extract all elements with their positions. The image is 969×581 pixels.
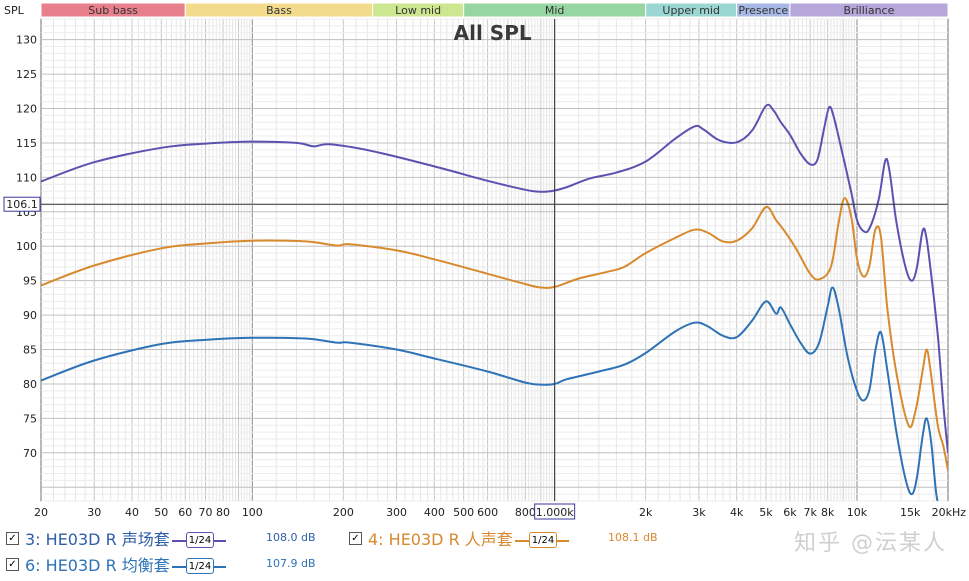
x-tick-600: 600: [477, 506, 498, 519]
x-tick-4k: 4k: [730, 506, 744, 519]
x-tick-8k: 8k: [821, 506, 835, 519]
legend-value-3: 107.9 dB: [266, 557, 316, 570]
y-tick-110: 110: [16, 171, 37, 184]
y-tick-125: 125: [16, 68, 37, 81]
band-label-5: Presence: [738, 4, 788, 17]
x-tick-40: 40: [125, 506, 139, 519]
legend-checkbox-3[interactable]: ✓: [6, 557, 19, 571]
smoothing-badge-3[interactable]: 1/24: [186, 558, 214, 574]
y-tick-75: 75: [23, 412, 37, 425]
legend-label-3: 6: HE03D R 均衡套: [25, 556, 170, 575]
legend-value-2: 108.1 dB: [608, 531, 658, 544]
y-tick-70: 70: [23, 447, 37, 460]
y-tick-85: 85: [23, 344, 37, 357]
x-tick-400: 400: [424, 506, 445, 519]
x-tick-100: 100: [242, 506, 263, 519]
y-tick-115: 115: [16, 137, 37, 150]
legend-label-1: 3: HE03D R 声场套: [25, 530, 170, 549]
x-tick-80: 80: [216, 506, 230, 519]
smoothing-badge-2[interactable]: 1/24: [529, 532, 557, 548]
y-axis-label: SPL: [4, 4, 25, 17]
x-tick-70: 70: [198, 506, 212, 519]
x-tick-20kHz: 20kHz: [932, 506, 967, 519]
band-label-1: Bass: [266, 4, 292, 17]
x-tick-5k: 5k: [759, 506, 773, 519]
band-6: [789, 2, 949, 18]
y-tick-100: 100: [16, 240, 37, 253]
x-tick-2k: 2k: [639, 506, 653, 519]
cursor-x-box: [534, 503, 576, 520]
x-tick-6k: 6k: [783, 506, 797, 519]
series-line-3: [41, 286, 939, 501]
x-tick-3k: 3k: [692, 506, 706, 519]
x-tick-300: 300: [386, 506, 407, 519]
band-label-3: Mid: [545, 4, 565, 17]
legend-item-1[interactable]: ✓ 3: HE03D R 声场套: [6, 528, 170, 549]
cursor-y-label: 106.1: [6, 198, 38, 211]
x-tick-500: 500: [453, 506, 474, 519]
band-label-4: Upper mid: [662, 4, 720, 17]
series-line-1: [41, 103, 948, 453]
chart-title: All SPL: [454, 21, 532, 45]
x-tick-200: 200: [333, 506, 354, 519]
legend-checkbox-2[interactable]: ✓: [349, 531, 362, 545]
x-tick-15k: 15k: [900, 506, 921, 519]
band-label-6: Brilliance: [844, 4, 895, 17]
x-tick-20: 20: [34, 506, 48, 519]
x-tick-800: 800: [515, 506, 536, 519]
x-tick-50: 50: [154, 506, 168, 519]
y-tick-130: 130: [16, 34, 37, 47]
y-tick-90: 90: [23, 309, 37, 322]
legend-value-1: 108.0 dB: [266, 531, 316, 544]
y-tick-80: 80: [23, 378, 37, 391]
x-tick-7k: 7k: [803, 506, 817, 519]
legend-item-2[interactable]: ✓ 4: HE03D R 人声套: [349, 528, 513, 549]
y-tick-95: 95: [23, 275, 37, 288]
legend-item-3[interactable]: ✓ 6: HE03D R 均衡套: [6, 554, 170, 575]
watermark: 知乎 @沄某人: [794, 531, 947, 556]
cursor-y-box: [3, 196, 41, 212]
y-tick-120: 120: [16, 103, 37, 116]
x-tick-10k: 10k: [847, 506, 868, 519]
cursor-x-label: 1.000k: [536, 506, 574, 519]
legend-label-2: 4: HE03D R 人声套: [368, 530, 513, 549]
band-label-2: Low mid: [395, 4, 441, 17]
legend-checkbox-1[interactable]: ✓: [6, 531, 19, 545]
band-label-0: Sub bass: [88, 4, 138, 17]
x-tick-30: 30: [87, 506, 101, 519]
x-tick-60: 60: [178, 506, 192, 519]
series-line-2: [41, 197, 948, 471]
smoothing-badge-1[interactable]: 1/24: [186, 532, 214, 548]
